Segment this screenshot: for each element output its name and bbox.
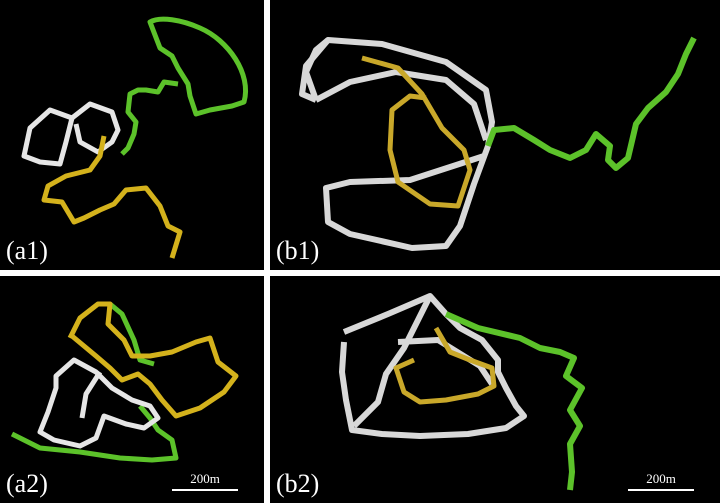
scale-line [628,489,694,491]
panel-label: (a1) [6,236,48,265]
scale-label: 200m [190,471,220,486]
scale-line [172,489,238,491]
green-trajectory [10,302,179,463]
panel-label: (b2) [276,469,320,498]
panel-label: (a2) [6,469,48,498]
green-trajectory [120,16,248,156]
yellow-trajectory [361,55,473,209]
scale-bar: 200m [172,471,238,491]
panel-a1: (a1) [0,0,264,270]
panel-b2: (b2) 200m [270,276,720,503]
map-a1 [21,16,248,259]
map-b1 [299,36,697,251]
yellow-trajectory [41,135,183,259]
white-trajectory [299,37,495,251]
panel-label: (b1) [276,236,320,265]
green-trajectory [444,311,585,491]
white-trajectory [37,357,161,449]
scale-label: 200m [646,471,676,486]
map-b2 [339,293,585,491]
panel-a2: (a2) 200m [0,276,264,503]
yellow-trajectory [393,326,497,405]
white-trajectory [339,293,527,439]
yellow-trajectory [67,301,239,419]
green-trajectory [485,36,697,171]
map-a2 [10,301,239,463]
scale-bar: 200m [628,471,694,491]
white-trajectory [21,101,121,167]
panel-b1: (b1) [270,0,720,270]
